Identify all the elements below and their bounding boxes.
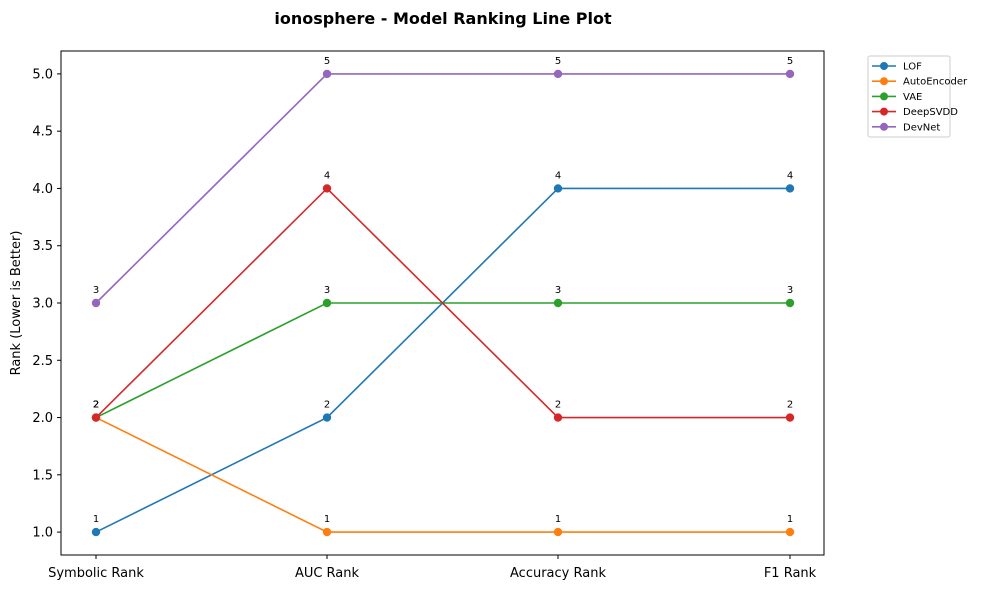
data-label: 3 (787, 285, 793, 296)
legend-label: LOF (903, 62, 922, 73)
legend-marker (880, 107, 888, 116)
legend-item: LOF (872, 62, 922, 73)
y-tick-label: 1.5 (32, 468, 53, 483)
legend-label: AutoEncoder (903, 77, 968, 88)
series-line-devnet (95, 73, 790, 304)
y-tick-label: 2.0 (32, 411, 53, 426)
data-label: 4 (324, 170, 330, 181)
data-label: 1 (555, 514, 561, 525)
data-label: 2 (93, 400, 99, 411)
series-line-vae (95, 302, 790, 419)
legend-marker (880, 62, 888, 70)
data-label: 2 (324, 400, 330, 411)
data-point (91, 298, 101, 308)
legend-marker (880, 92, 888, 101)
series-line-lof (95, 187, 790, 533)
y-axis-label: Rank (Lower is Better) (9, 231, 24, 376)
y-tick-label: 3.0 (32, 297, 53, 312)
y-tick-label: 4.5 (32, 125, 53, 140)
data-label: 3 (93, 285, 99, 296)
data-point (322, 69, 332, 79)
legend-label: DeepSVDD (903, 107, 958, 118)
data-label: 2 (787, 400, 793, 411)
data-point (553, 527, 563, 537)
series-line-autoencoder (95, 416, 790, 533)
data-point (322, 413, 332, 422)
data-point (785, 527, 795, 537)
data-point (553, 413, 563, 422)
data-label: 4 (787, 170, 793, 181)
legend-frame (867, 55, 951, 138)
data-point (553, 184, 563, 193)
data-point (785, 413, 795, 422)
legend-item: AutoEncoder (872, 77, 968, 88)
data-label: 4 (555, 170, 561, 181)
data-label: 5 (324, 56, 330, 67)
y-tick-label: 2.5 (32, 354, 53, 369)
series-layer (91, 69, 795, 537)
legend-marker (880, 77, 888, 86)
y-tick-label: 3.5 (32, 239, 53, 254)
data-label: 5 (787, 56, 793, 67)
y-tick-label: 1.0 (32, 526, 53, 541)
legend-item: DeepSVDD (872, 107, 958, 118)
legend-item: VAE (872, 92, 922, 103)
x-tick-label: Symbolic Rank (48, 566, 144, 581)
data-label: 3 (555, 285, 561, 296)
data-label: 3 (324, 285, 330, 296)
data-point (785, 69, 795, 79)
legend-item: DevNet (872, 122, 940, 133)
data-point (553, 69, 563, 79)
y-tick-label: 4.0 (32, 182, 53, 197)
x-tick-label: F1 Rank (764, 566, 817, 581)
x-tick-label: AUC Rank (295, 566, 360, 581)
data-point (553, 298, 563, 308)
data-point (322, 184, 332, 193)
chart-title: ionosphere - Model Ranking Line Plot (274, 9, 612, 28)
y-tick-label: 5.0 (32, 67, 53, 82)
data-point (91, 527, 101, 537)
data-label: 2 (93, 400, 99, 411)
legend-label: DevNet (903, 122, 940, 133)
x-axis: Symbolic Rank AUC Rank Accuracy Rank F1 Ran… (48, 555, 817, 581)
legend-label: VAE (903, 92, 922, 103)
x-tick-label: Accuracy Rank (510, 566, 606, 581)
y-axis: 1.0 1.5 2.0 2.5 3.0 3.5 4.0 4.5 5.0 (32, 67, 61, 541)
data-point (91, 413, 101, 422)
data-point (322, 298, 332, 308)
data-label: 1 (93, 514, 99, 525)
data-point (785, 184, 795, 193)
data-point (785, 298, 795, 308)
data-label: 5 (555, 56, 561, 67)
data-label: 1 (324, 514, 330, 525)
legend-marker (880, 122, 888, 131)
data-label: 2 (555, 400, 561, 411)
legend: LOF AutoEncoder VAE DeepSVDD DevNet (867, 55, 968, 138)
data-label: 2 (93, 400, 99, 411)
data-label: 1 (787, 514, 793, 525)
series-line-deepsvdd (95, 187, 790, 419)
data-point (322, 527, 332, 537)
